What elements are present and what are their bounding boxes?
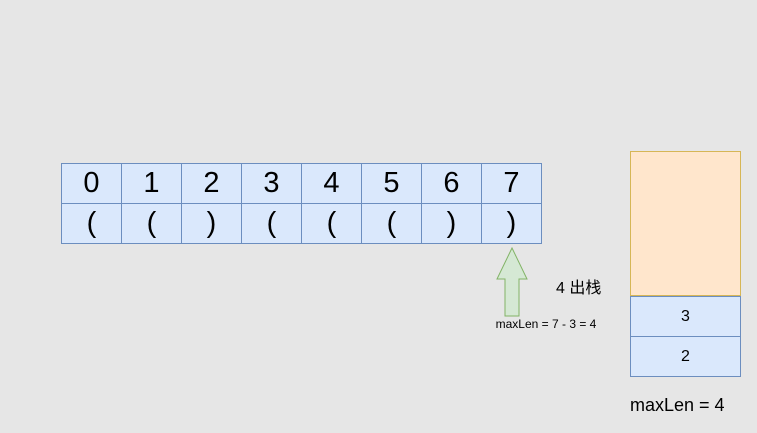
stack-item-top: 3 [630,296,741,337]
index-cell-5: 5 [362,164,422,204]
index-cell-6: 6 [422,164,482,204]
up-arrow-icon [496,247,528,317]
char-cell-2: ) [182,204,242,244]
char-cell-1: ( [122,204,182,244]
pop-label: 4 出栈 [556,280,602,297]
index-cell-4: 4 [302,164,362,204]
char-cell-3: ( [242,204,302,244]
index-cell-1: 1 [122,164,182,204]
char-cell-6: ) [422,204,482,244]
char-cell-0: ( [62,204,122,244]
index-cell-3: 3 [242,164,302,204]
index-array: 0 1 2 3 4 5 6 7 ( ( ) ( ( ( ) ) [61,163,542,244]
index-cell-7: 7 [482,164,542,204]
stack-empty-space [630,151,741,296]
char-cell-5: ( [362,204,422,244]
max-length-result: maxLen = 4 [630,395,725,415]
stack-item-bottom: 2 [630,337,741,377]
index-cell-2: 2 [182,164,242,204]
char-cell-7: ) [482,204,542,244]
pointer-formula: maxLen = 7 - 3 = 4 [495,317,597,331]
char-cell-4: ( [302,204,362,244]
stack: 3 2 [630,151,741,377]
index-cell-0: 0 [62,164,122,204]
